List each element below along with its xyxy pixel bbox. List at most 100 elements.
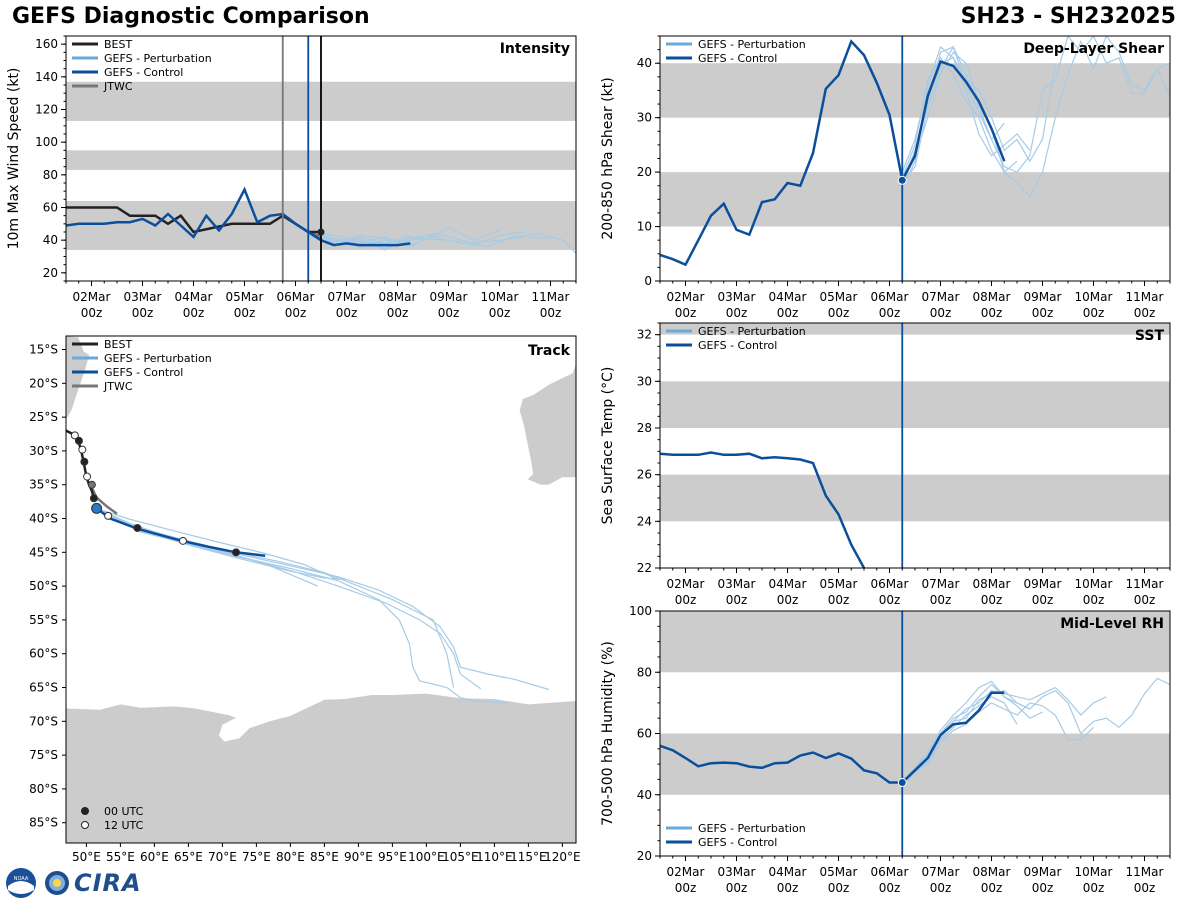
lat-tick-label: 45°S bbox=[29, 545, 58, 559]
lon-tick-label: 95°E bbox=[378, 850, 407, 864]
x-tick-label: 07Mar bbox=[922, 290, 960, 304]
category-band bbox=[660, 733, 1170, 795]
control-line bbox=[66, 186, 411, 247]
y-tick-label: 80 bbox=[43, 168, 58, 182]
x-tick-label: 10Mar bbox=[481, 290, 519, 304]
best-track-marker bbox=[83, 472, 92, 481]
lon-tick-label: 120°E bbox=[544, 850, 581, 864]
x-tick-label: 03Mar bbox=[124, 290, 162, 304]
x-tick-label: 09Mar bbox=[430, 290, 468, 304]
lat-tick-label: 55°S bbox=[29, 613, 58, 627]
category-band bbox=[660, 63, 1170, 118]
lat-tick-label: 80°S bbox=[29, 782, 58, 796]
lat-tick-label: 60°S bbox=[29, 647, 58, 661]
x-tick-label: 00z bbox=[540, 306, 562, 320]
category-band bbox=[660, 172, 1170, 227]
legend-label: BEST bbox=[104, 38, 132, 51]
plot-area bbox=[660, 36, 1170, 281]
x-tick-label: 00z bbox=[1134, 881, 1156, 895]
lat-tick-label: 65°S bbox=[29, 681, 58, 695]
lon-tick-label: 70°E bbox=[208, 850, 237, 864]
x-tick-label: 09Mar bbox=[1024, 865, 1062, 879]
legend-label: GEFS - Perturbation bbox=[698, 38, 806, 51]
legend-label: BEST bbox=[104, 338, 132, 351]
panel-title: SST bbox=[1135, 328, 1165, 344]
panel-title: Track bbox=[528, 343, 571, 359]
x-tick-label: 00z bbox=[1083, 306, 1105, 320]
perturbation-line bbox=[901, 36, 1170, 184]
perturbation-track bbox=[96, 507, 482, 690]
perturbation-line bbox=[308, 231, 411, 245]
x-tick-label: 00z bbox=[438, 306, 460, 320]
x-tick-label: 11Mar bbox=[1126, 290, 1164, 304]
x-tick-label: 02Mar bbox=[73, 290, 111, 304]
best-track-marker bbox=[89, 494, 98, 503]
y-tick-label: 20 bbox=[637, 849, 652, 863]
x-tick-label: 00z bbox=[675, 881, 697, 895]
x-tick-label: 00z bbox=[828, 306, 850, 320]
x-tick-label: 10Mar bbox=[1075, 290, 1113, 304]
y-axis-label: 10m Max Wind Speed (kt) bbox=[6, 68, 22, 250]
marker-legend-label: 00 UTC bbox=[104, 805, 144, 818]
lon-tick-label: 85°E bbox=[310, 850, 339, 864]
y-tick-label: 30 bbox=[637, 374, 652, 388]
best-track-marker bbox=[87, 480, 96, 489]
x-tick-label: 00z bbox=[489, 306, 511, 320]
y-tick-label: 30 bbox=[637, 111, 652, 125]
x-tick-label: 10Mar bbox=[1075, 577, 1113, 591]
shear-panel: 0 10 20 30 40 02Mar 00z 03Mar 00z 04Mar 00z 05Mar 00… bbox=[600, 35, 1171, 320]
y-tick-label: 40 bbox=[43, 233, 58, 247]
marker-legend-symbol bbox=[81, 821, 89, 829]
legend-label: JTWC bbox=[103, 380, 133, 393]
y-tick-label: 120 bbox=[35, 103, 58, 117]
perturbation-line bbox=[308, 229, 449, 248]
plot-frame bbox=[659, 322, 1171, 569]
x-tick-label: 04Mar bbox=[175, 290, 213, 304]
x-tick-label: 03Mar bbox=[718, 865, 756, 879]
x-tick-label: 08Mar bbox=[973, 577, 1011, 591]
storm-id-title: SH23 - SH232025 bbox=[960, 4, 1176, 29]
control-track-marker bbox=[232, 548, 240, 557]
panel-title: Mid-Level RH bbox=[1060, 616, 1164, 632]
lat-tick-label: 70°S bbox=[29, 714, 58, 728]
legend-label: GEFS - Control bbox=[698, 836, 777, 849]
perturbation-line bbox=[901, 702, 1094, 780]
x-tick-label: 00z bbox=[981, 306, 1003, 320]
cira-logo-text: CIRA bbox=[74, 869, 142, 897]
control-track-marker bbox=[91, 502, 103, 514]
y-axis-label: 700-500 hPa Humidity (%) bbox=[600, 641, 616, 826]
panel-title: Intensity bbox=[500, 41, 570, 57]
control-track-marker bbox=[133, 523, 142, 532]
x-tick-label: 02Mar bbox=[667, 577, 705, 591]
x-tick-label: 00z bbox=[930, 593, 952, 607]
lon-tick-label: 50°E bbox=[72, 850, 101, 864]
x-tick-label: 00z bbox=[183, 306, 205, 320]
x-tick-label: 00z bbox=[828, 881, 850, 895]
perturbation-line bbox=[901, 56, 1018, 178]
legend-label: GEFS - Perturbation bbox=[104, 352, 212, 365]
x-tick-label: 00z bbox=[777, 306, 799, 320]
x-tick-label: 00z bbox=[726, 881, 748, 895]
intensity-panel: 20 40 60 80 100 120 140 160 02Mar 00z 03Mar 00z 04Ma… bbox=[6, 35, 577, 320]
control-track-marker bbox=[178, 536, 187, 545]
lat-tick-label: 20°S bbox=[29, 376, 58, 390]
x-tick-label: 00z bbox=[1134, 593, 1156, 607]
x-tick-label: 00z bbox=[726, 593, 748, 607]
x-tick-label: 04Mar bbox=[769, 290, 807, 304]
x-tick-label: 11Mar bbox=[532, 290, 570, 304]
lat-tick-label: 15°S bbox=[29, 343, 58, 357]
best-track-marker bbox=[74, 436, 83, 445]
x-tick-label: 07Mar bbox=[328, 290, 366, 304]
perturbation-line bbox=[308, 232, 576, 254]
best-track-marker bbox=[70, 431, 79, 440]
x-tick-label: 07Mar bbox=[922, 865, 960, 879]
marker-legend-symbol bbox=[81, 807, 89, 815]
sst-panel: 22 24 26 28 30 32 02Mar 00z 03Mar 00z 04Mar 00z 05Ma… bbox=[600, 322, 1171, 607]
x-tick-label: 05Mar bbox=[820, 865, 858, 879]
legend-label: GEFS - Perturbation bbox=[698, 822, 806, 835]
y-tick-label: 24 bbox=[637, 514, 652, 528]
y-tick-label: 26 bbox=[637, 468, 652, 482]
lon-tick-label: 75°E bbox=[242, 850, 271, 864]
figure-title: GEFS Diagnostic Comparison bbox=[12, 4, 370, 29]
cira-globe-icon bbox=[45, 871, 69, 895]
